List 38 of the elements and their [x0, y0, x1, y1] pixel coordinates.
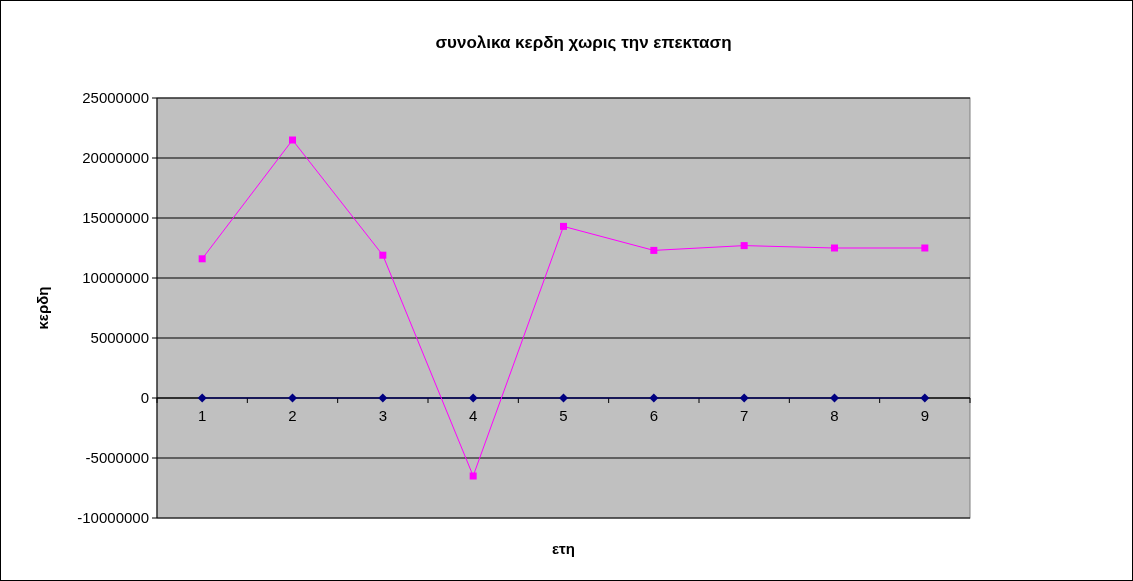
x-tick-label: 8: [830, 407, 839, 424]
point: [559, 393, 568, 403]
point: [831, 244, 838, 252]
chart-title: συνολικα κερδη χωρις την επεκταση: [435, 33, 732, 52]
y-axis-title: κερδη: [34, 286, 51, 330]
point: [650, 246, 658, 254]
point: [288, 393, 297, 403]
point: [379, 251, 387, 259]
point: [289, 136, 296, 144]
y-tick-label: 5000000: [90, 329, 149, 346]
x-axis-title: ετη: [552, 540, 575, 557]
y-tick-label: -5000000: [85, 449, 149, 466]
x-tick-label: 5: [559, 407, 568, 424]
point: [560, 222, 567, 230]
point: [198, 255, 206, 263]
x-tick-label: 2: [288, 407, 297, 424]
point: [468, 393, 478, 403]
x-tick-label: 3: [378, 407, 388, 424]
point: [469, 472, 477, 480]
y-tick-label: 0: [140, 389, 149, 406]
point: [921, 244, 929, 252]
y-tick-label: 20000000: [82, 149, 149, 166]
y-tick-label: 25000000: [82, 89, 149, 106]
x-tick-label: 6: [649, 407, 659, 424]
x-tick-label: 7: [739, 407, 749, 424]
y-tick-label: 15000000: [82, 209, 149, 226]
x-tick-label: 9: [920, 407, 930, 424]
point: [740, 242, 748, 250]
point: [378, 393, 388, 403]
point: [830, 393, 839, 403]
x-tick-label: 4: [468, 407, 478, 424]
y-tick-label: -10000000: [77, 509, 149, 526]
y-tick-label: 10000000: [82, 269, 149, 286]
x-tick-label: 1: [197, 407, 207, 424]
point: [649, 393, 659, 403]
point: [739, 393, 749, 403]
point: [920, 393, 930, 403]
point: [197, 393, 207, 403]
